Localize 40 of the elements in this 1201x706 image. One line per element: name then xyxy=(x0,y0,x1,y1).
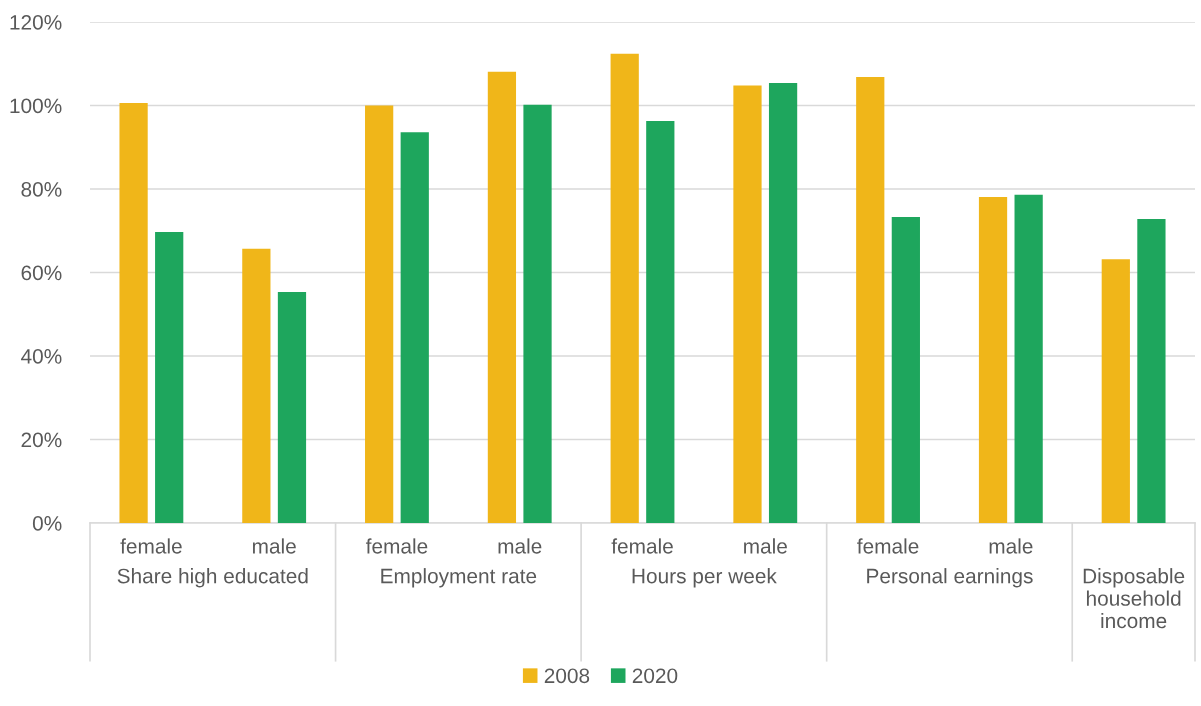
bar xyxy=(155,232,184,523)
bar xyxy=(856,77,885,523)
y-tick-label: 100% xyxy=(10,98,62,114)
legend-label: 2008 xyxy=(544,668,590,684)
x-tick-label: female xyxy=(120,538,182,554)
bar xyxy=(277,292,307,523)
bar xyxy=(365,105,394,523)
bar xyxy=(487,71,517,523)
x-tick-label: male xyxy=(744,538,787,554)
y-tick-label: 40% xyxy=(21,349,62,364)
bar xyxy=(1014,194,1043,523)
y-tick-label: 120% xyxy=(10,15,62,30)
x-tick-label: male xyxy=(498,538,542,554)
bar xyxy=(646,120,675,523)
text: Disposable household income xyxy=(1083,568,1185,629)
bar xyxy=(1101,259,1130,523)
bar xyxy=(400,132,429,523)
y-tick-label: 80% xyxy=(21,182,62,197)
x-tick-label: female xyxy=(365,538,428,554)
bar xyxy=(978,196,1008,523)
text: Hours per week xyxy=(632,568,777,588)
y-tick-label: 0% xyxy=(32,516,62,531)
x-tick-label: male xyxy=(989,538,1033,554)
text: Personal earnings xyxy=(867,568,1033,588)
text: Share high educated xyxy=(117,568,308,588)
x-tick-label: female xyxy=(857,538,919,554)
bar xyxy=(242,248,271,523)
y-tick-label: 60% xyxy=(21,265,62,281)
text: Employment rate xyxy=(381,568,537,588)
bar xyxy=(523,104,552,523)
bar xyxy=(768,82,798,523)
x-tick-label: male xyxy=(252,538,296,554)
bar xyxy=(733,85,762,523)
y-tick-label: 20% xyxy=(21,432,62,448)
bar xyxy=(891,216,920,523)
x-tick-label: female xyxy=(611,538,673,554)
bar xyxy=(119,102,148,523)
legend-label: 2020 xyxy=(632,668,678,684)
bar xyxy=(1137,219,1166,523)
bar xyxy=(610,53,639,523)
